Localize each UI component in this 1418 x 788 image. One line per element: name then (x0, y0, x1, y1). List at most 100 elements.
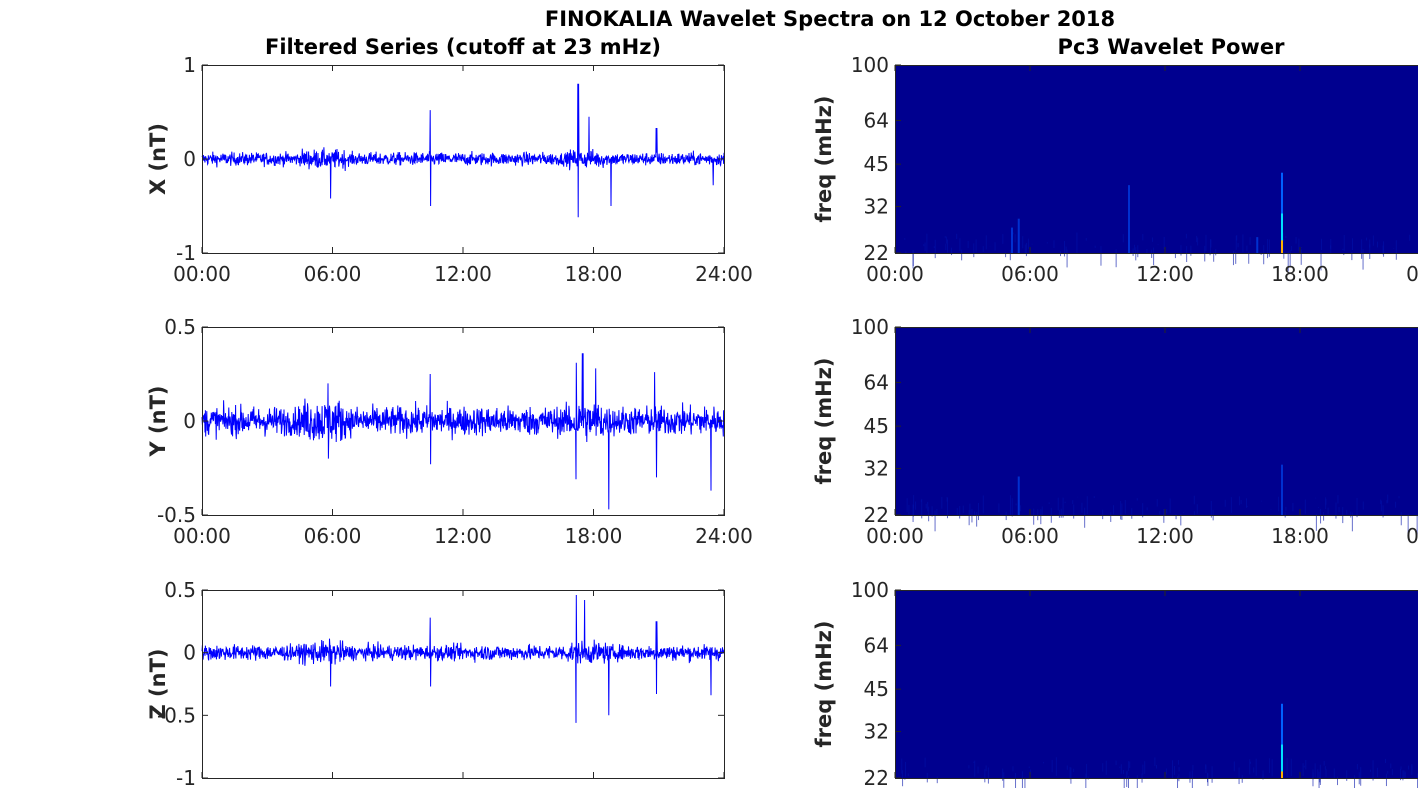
spectrogram-texture (1009, 495, 1011, 516)
y-tick-label: 0 (183, 147, 196, 171)
spectrogram-texture (1301, 247, 1303, 249)
spectrogram-texture (1066, 765, 1068, 770)
y-tick-label: 0 (183, 409, 196, 433)
spectrogram-texture (968, 765, 970, 769)
spectrogram-texture (1037, 509, 1039, 521)
spectrogram-texture (984, 769, 986, 783)
spectrogram-texture (945, 243, 947, 251)
spectrogram-texture (1246, 245, 1248, 252)
spectrogram-texture (973, 761, 975, 764)
panel-heatmap-z: 22 32 45 64 100 freq (mHz) (812, 578, 1418, 788)
spectrogram-texture (1278, 496, 1280, 512)
spectrogram-texture (1069, 766, 1071, 780)
spectrogram-texture (1060, 508, 1062, 518)
spectrogram-texture (1372, 235, 1374, 246)
panel-heatmap-y: 22 32 45 64 100 00:00 06:00 12:00 18:00 00:00 freq… (812, 315, 1418, 548)
x-tick-label: 06:00 (1001, 262, 1059, 286)
spectrogram-texture (1343, 234, 1345, 252)
spectrogram-texture (1196, 504, 1198, 514)
y-tick-label: 0.5 (164, 578, 196, 602)
spectrogram-texture (1146, 248, 1148, 254)
spectrogram-texture (956, 508, 958, 516)
spectrogram-texture (927, 501, 929, 512)
spectrogram-texture (1084, 507, 1086, 528)
spectrogram-texture (1055, 757, 1057, 776)
spectrogram-texture (1163, 236, 1165, 250)
x-tick-label: 18:00 (1271, 524, 1329, 548)
spectrogram-background (895, 590, 1418, 778)
y-tick-label: 100 (851, 315, 889, 339)
spectrogram-texture (1262, 770, 1264, 780)
spectrogram-hotspot (1128, 185, 1130, 253)
spectrogram-texture (1057, 497, 1059, 511)
spectrogram-texture (1337, 495, 1339, 504)
spectrogram-background (895, 327, 1418, 515)
spectrogram-texture (1387, 771, 1389, 774)
spectrogram-texture (1156, 764, 1158, 769)
spectrogram-texture (1321, 238, 1323, 251)
spectrogram-texture (973, 511, 975, 517)
spectrogram-texture (945, 236, 947, 244)
spectrogram-texture (1235, 235, 1237, 250)
spectrogram-texture (912, 250, 914, 269)
y-tick-label: 32 (864, 194, 889, 218)
spectrogram-texture (1128, 776, 1130, 788)
spectrogram-texture (961, 249, 963, 261)
spectrogram-texture (944, 235, 946, 239)
spectrogram-texture (1180, 245, 1182, 256)
y-tick-label: 32 (864, 456, 889, 480)
spectrogram-texture (947, 239, 949, 253)
spectrogram-texture (1391, 769, 1393, 776)
spectrogram-texture (1086, 763, 1088, 778)
spectrogram-hotspot-core (1281, 213, 1283, 253)
spectrogram-texture (1383, 241, 1385, 257)
spectrogram-texture (969, 503, 971, 515)
x-tick-label: 00:00 (1406, 262, 1418, 286)
spectrogram-texture (1165, 768, 1167, 775)
spectrogram-texture (1351, 238, 1353, 251)
spectrogram-texture (1362, 501, 1364, 510)
spectrogram-texture (1205, 765, 1207, 774)
panel-line-x: -1 0 1 00:00 06:00 12:00 18:00 24:00 X (nT) (146, 53, 753, 286)
spectrogram-texture (1248, 251, 1250, 264)
spectrogram-background (895, 65, 1418, 253)
spectrogram-texture (982, 246, 984, 252)
spectrogram-texture (1110, 512, 1112, 522)
spectrogram-texture (1009, 249, 1011, 261)
spectrogram-texture (1268, 239, 1270, 257)
spectrogram-texture (1041, 506, 1043, 516)
spectrogram-texture (1409, 234, 1411, 241)
spectrogram-texture (1003, 772, 1005, 788)
spectrogram-texture (1186, 246, 1188, 263)
spectrogram-texture (973, 243, 975, 258)
y-tick-label: 64 (864, 370, 889, 394)
spectrogram-texture (1058, 509, 1060, 518)
spectrogram-texture (1382, 505, 1384, 518)
spectrogram-texture (1315, 497, 1317, 499)
spectrogram-texture (941, 496, 943, 509)
spectrogram-texture (906, 498, 908, 512)
spectrogram-texture (982, 495, 984, 514)
spectrogram-texture (907, 773, 909, 777)
y-tick-label: 22 (864, 766, 889, 788)
spectrogram-texture (959, 238, 961, 252)
spectrogram-texture (1081, 502, 1083, 513)
spectrogram-texture (1021, 771, 1023, 788)
spectrogram-texture (1024, 777, 1026, 788)
spectrogram-texture (1154, 757, 1156, 767)
y-axis-label: freq (mHz) (812, 621, 836, 748)
spectrogram-texture (1323, 761, 1325, 766)
spectrogram-texture (936, 776, 938, 784)
spectrogram-texture (1237, 242, 1239, 248)
spectrogram-texture (1369, 769, 1371, 772)
y-tick-label: 45 (864, 152, 889, 176)
spectrogram-texture (1330, 245, 1332, 249)
spectrogram-texture (1178, 774, 1180, 782)
spectrogram-texture (1189, 771, 1191, 783)
spectrogram-texture (1134, 244, 1136, 251)
spectrogram-texture (908, 504, 910, 515)
spectrogram-texture (1366, 237, 1368, 241)
spectrogram-texture (1031, 243, 1033, 245)
y-tick-label: 32 (864, 719, 889, 743)
spectrogram-texture (1387, 494, 1389, 503)
